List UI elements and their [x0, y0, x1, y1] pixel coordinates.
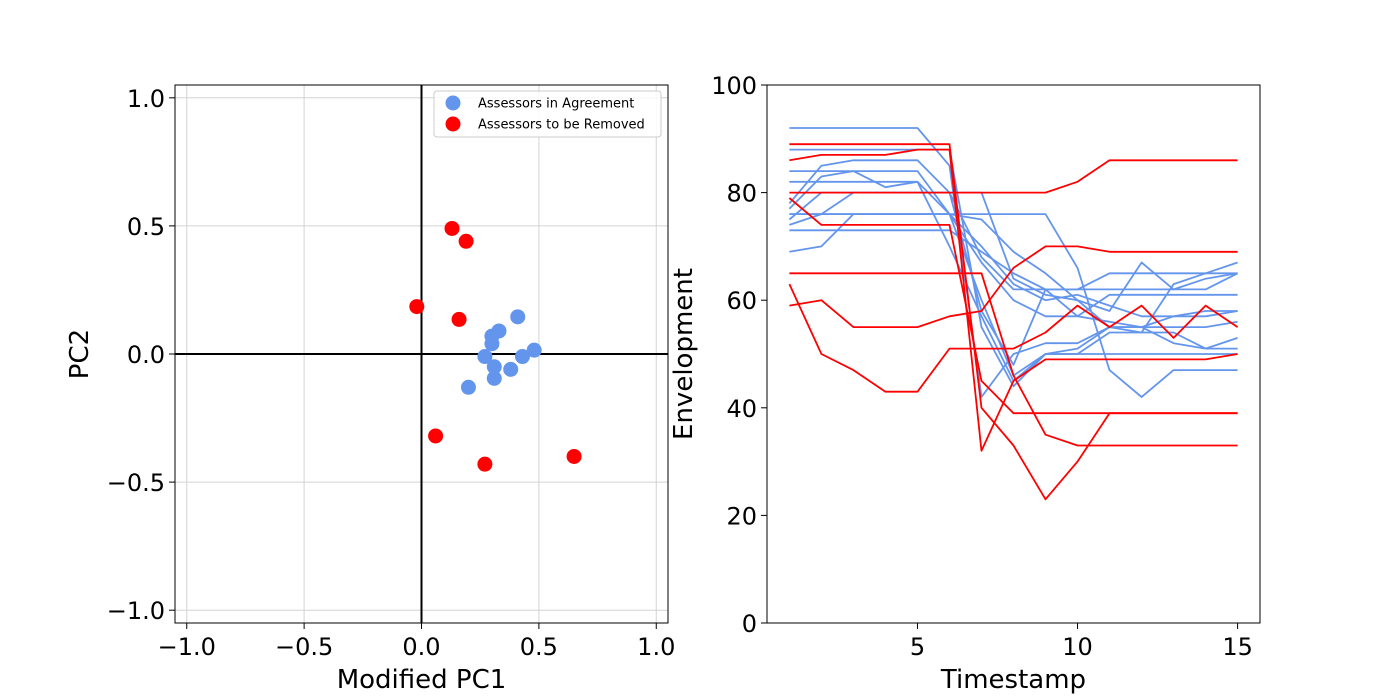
y-axis-title: Envelopment [669, 268, 699, 440]
x-tick-label: 5 [910, 633, 925, 661]
scatter-point [514, 349, 530, 365]
y-tick-label: 20 [726, 502, 757, 530]
x-tick-label: −0.5 [275, 633, 333, 661]
series-line [789, 159, 1238, 194]
legend-label: Assessors in Agreement [478, 97, 634, 112]
y-tick-label: 40 [726, 395, 757, 423]
series-line [789, 191, 1238, 291]
y-tick-label: 0.5 [127, 213, 165, 241]
scatter-point [484, 336, 500, 352]
scatter-point [486, 359, 502, 375]
series-line [789, 148, 1238, 452]
scatter-point [460, 379, 476, 395]
y-tick-label: 80 [726, 180, 757, 208]
y-tick-label: −0.5 [107, 469, 165, 497]
series-line [789, 213, 1238, 318]
line-plot-panel: 5 10 15 0 20 40 60 80 100 Timestamp Envelopment [669, 72, 1261, 695]
scatter-point [526, 342, 542, 358]
x-tick-label: 0.5 [520, 633, 558, 661]
legend: Assessors in Agreement Assessors to be Re… [433, 90, 662, 138]
series-line [788, 283, 1239, 393]
scatter-point [451, 311, 467, 327]
x-axis-title: Modified PC1 [337, 665, 507, 695]
scatter-point [477, 456, 493, 472]
scatter-point [458, 233, 474, 249]
y-tick-label: 1.0 [127, 85, 165, 113]
scatter-point [566, 448, 582, 464]
y-tick-label: 100 [711, 72, 757, 100]
series-line [789, 245, 1238, 328]
y-tick-label: −1.0 [107, 597, 165, 625]
x-tick-label: −1.0 [158, 633, 216, 661]
y-tick-label: 60 [726, 287, 757, 315]
scatter-plot-panel: −1.0 −0.5 0.0 0.5 1.0 −1.0 −0.5 0.0 0.5 1.0 Modifi… [65, 84, 675, 695]
legend-box [433, 90, 662, 138]
scatter-point [409, 299, 425, 315]
legend-marker [445, 95, 461, 111]
x-tick-label: 15 [1222, 633, 1253, 661]
scatter-point [510, 309, 526, 325]
x-axis-title: Timestamp [940, 665, 1086, 695]
series-line [788, 159, 1239, 366]
y-tick-label: 0 [742, 610, 757, 638]
scatter-point [503, 361, 519, 377]
x-tick-label: 10 [1062, 633, 1093, 661]
legend-label: Assessors to be Removed [478, 118, 645, 133]
series-line [789, 229, 1238, 350]
series-line [789, 180, 1238, 382]
plot-frame [766, 84, 1261, 624]
x-tick-label: 1.0 [637, 633, 675, 661]
scatter-point [444, 220, 460, 236]
series-line [789, 148, 1238, 388]
scatter-point [486, 370, 502, 386]
series-line [789, 127, 1238, 398]
series-line [789, 170, 1238, 318]
scatter-point [428, 428, 444, 444]
scatter-point [477, 349, 493, 365]
series-line [788, 197, 1238, 415]
x-tick-label: 0.0 [402, 633, 440, 661]
legend-marker [445, 116, 461, 132]
series-line [789, 272, 1238, 447]
series-line [789, 213, 1238, 312]
series-line [788, 191, 1238, 328]
y-tick-label: 0.0 [127, 341, 165, 369]
series-line [789, 213, 1238, 398]
y-axis-title: PC2 [65, 329, 95, 379]
